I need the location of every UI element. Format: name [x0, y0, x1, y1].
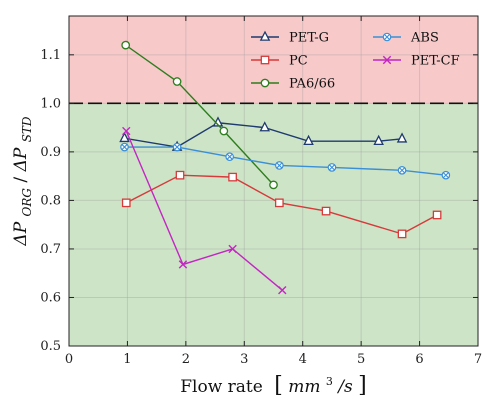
data-point-cross — [226, 153, 233, 160]
plot-frame — [68, 15, 479, 347]
data-point — [327, 163, 337, 172]
y-axis-denominator: ΔP — [11, 147, 31, 172]
y-tick-label: 0.6 — [40, 290, 61, 305]
legend-entry-pc: PC — [251, 54, 308, 69]
x-tick-label: 1 — [123, 352, 131, 367]
y-tick-label: 0.5 — [40, 339, 61, 354]
series-line-pa6-66 — [125, 44, 275, 186]
data-point-cross — [442, 172, 449, 179]
x-axis-unit-open: [ — [274, 373, 283, 398]
data-point — [219, 126, 229, 136]
legend-label: PET-G — [289, 31, 329, 46]
data-point — [225, 152, 234, 162]
data-point-cross — [399, 167, 406, 174]
data-point — [228, 244, 237, 254]
data-point-cross — [121, 144, 128, 151]
data-point — [260, 78, 270, 88]
data-point — [121, 40, 131, 50]
y-axis-label: ΔP ORG / ΔP STD — [11, 116, 36, 246]
legend: PET-G PC PA6/66 ABS PET-CF — [251, 31, 460, 92]
x-axis-unit-prefix: mm — [288, 377, 320, 397]
lower-region — [69, 103, 478, 347]
x-tick-label: 0 — [65, 352, 73, 367]
x-tick-label: 3 — [240, 352, 248, 367]
series-layer — [119, 40, 451, 295]
legend-label: PET-CF — [411, 54, 460, 69]
data-point — [303, 134, 314, 146]
data-point — [373, 134, 384, 146]
series-abs — [120, 142, 451, 180]
legend-label: PA6/66 — [289, 77, 335, 92]
data-point — [119, 131, 130, 143]
series-pc — [121, 170, 442, 239]
data-point — [278, 285, 287, 295]
data-point-cross — [384, 34, 390, 40]
x-tick-label: 5 — [357, 352, 365, 367]
x-axis-label: Flow rate [ mm 3 /s ] — [180, 370, 367, 398]
data-point — [397, 229, 407, 239]
series-pet-cf — [122, 126, 287, 295]
legend-entry-pet-g: PET-G — [251, 31, 329, 46]
legend-entry-pa6-66: PA6/66 — [251, 77, 335, 92]
data-point — [120, 142, 129, 152]
data-point — [259, 121, 271, 132]
x-tick-label: 4 — [299, 352, 307, 367]
data-point — [382, 32, 392, 42]
data-point — [178, 260, 188, 269]
y-axis-numerator-sub: ORG — [20, 188, 34, 217]
data-point — [172, 142, 182, 152]
data-point — [175, 170, 185, 180]
x-axis-unit-exponent: 3 — [326, 375, 333, 388]
data-point — [382, 55, 392, 65]
y-axis-denominator-sub: STD — [20, 116, 34, 142]
y-tick-label: 0.9 — [40, 145, 61, 160]
y-tick-label: 0.8 — [40, 193, 61, 208]
data-point — [228, 172, 237, 182]
data-point-cross — [174, 144, 181, 151]
x-axis-unit-close: ] — [358, 373, 367, 398]
data-point — [321, 206, 331, 216]
series-pa6-66 — [121, 40, 278, 190]
x-tick-label: 2 — [182, 352, 190, 367]
legend-label: PC — [289, 54, 308, 69]
legend-entry-abs: ABS — [373, 31, 439, 46]
data-point — [172, 77, 182, 86]
legend-entry-pet-cf: PET-CF — [373, 54, 460, 69]
data-point — [260, 55, 270, 65]
data-point-cross — [276, 162, 283, 169]
data-point — [432, 210, 442, 220]
x-tick-label: 6 — [415, 352, 423, 367]
ticks: 0 1 2 3 4 5 6 7 0.5 0.6 0.7 0.8 0.9 1.0 1.1 — [40, 16, 482, 367]
data-point — [274, 198, 284, 208]
data-point — [275, 161, 284, 170]
background-regions — [69, 16, 478, 347]
data-point — [121, 198, 131, 208]
y-tick-label: 1.0 — [40, 96, 61, 111]
y-tick-label: 1.1 — [40, 48, 61, 63]
x-axis-label-text: Flow rate — [180, 377, 263, 397]
data-point — [397, 166, 407, 175]
x-axis-unit-suffix: /s — [336, 377, 353, 397]
data-point — [396, 132, 408, 143]
x-tick-label: 7 — [474, 352, 482, 367]
series-line-pet-cf — [125, 130, 283, 291]
y-axis-separator: / — [11, 177, 31, 183]
y-axis-numerator: ΔP — [11, 221, 31, 246]
data-point — [259, 30, 271, 41]
data-point — [269, 180, 278, 190]
data-point-cross — [328, 164, 335, 171]
legend-label: ABS — [410, 31, 439, 46]
data-point — [122, 126, 131, 136]
y-tick-label: 0.7 — [40, 242, 61, 257]
data-point — [441, 170, 451, 180]
